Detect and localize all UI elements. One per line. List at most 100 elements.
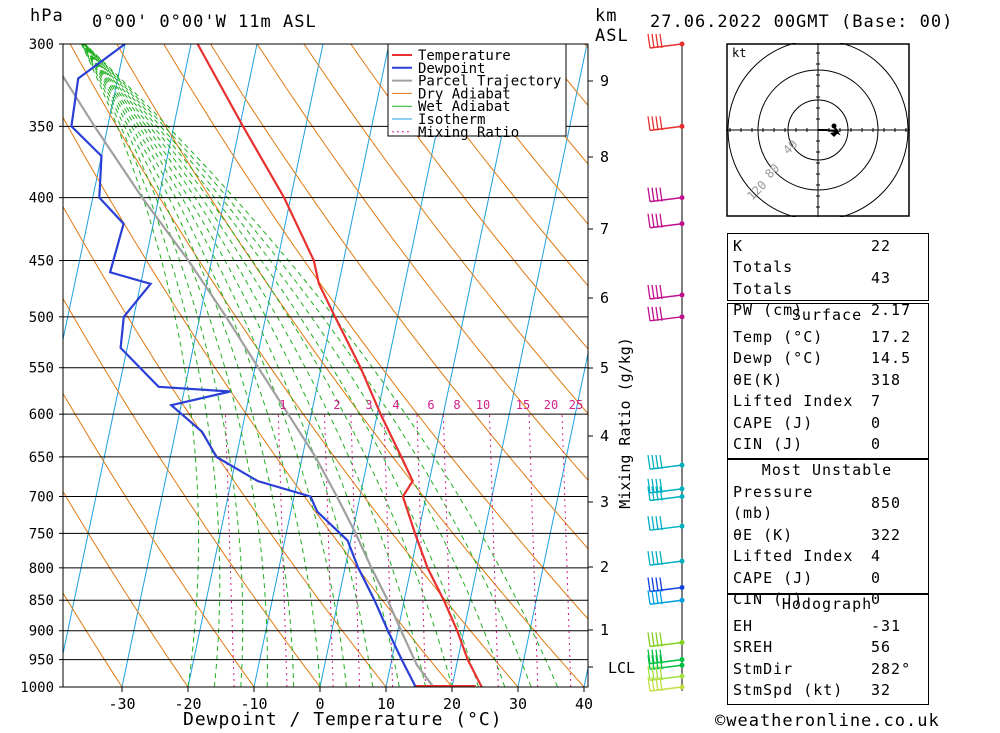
height-tick-label: 5 xyxy=(600,359,609,377)
wind-barb-staff xyxy=(649,525,683,531)
mixing-ratio-label: 20 xyxy=(544,398,558,412)
hodo-index-name: EH xyxy=(733,617,754,635)
wind-barb xyxy=(647,666,685,681)
legend-entry: Temperature xyxy=(418,48,511,64)
hodo-index-value: -31 xyxy=(871,617,902,635)
wet-adiabat xyxy=(83,44,400,687)
mixing-ratio-label: 6 xyxy=(427,398,434,412)
wind-barb-dot xyxy=(679,195,685,201)
basic-index-value: 43 xyxy=(871,269,892,288)
wind-barb-dot xyxy=(679,657,685,663)
height-tick-label: 4 xyxy=(600,427,609,445)
dry-adiabat xyxy=(631,44,720,687)
wind-barb xyxy=(647,516,685,531)
wind-barb xyxy=(647,187,685,203)
height-tick-label: 1 xyxy=(600,621,609,639)
wind-barb-flag xyxy=(651,655,655,670)
wind-barb-flag xyxy=(659,655,663,670)
hodograph-title: Hodograph xyxy=(781,595,873,613)
surface-index-name: Dewp (°C) xyxy=(733,349,824,368)
hodo-index-row: StmSpd (kt) 32 xyxy=(729,680,927,701)
wind-barb-staff xyxy=(649,294,683,300)
wind-barb-flag xyxy=(655,551,659,566)
height-tick-label: 3 xyxy=(600,493,609,511)
surface-index-value: 17.2 xyxy=(871,328,912,346)
wind-barb-flag xyxy=(651,577,655,592)
wind-barb-staff xyxy=(649,599,683,605)
surface-index-row: Temp (°C) 17.2 xyxy=(729,327,927,348)
surface-index-row: CAPE (J) 0 xyxy=(729,413,927,434)
isotherm-line xyxy=(451,44,588,687)
wind-barb-flag xyxy=(655,284,659,300)
wind-barb-flag xyxy=(659,33,663,49)
mu-index-name: CAPE (J) xyxy=(733,568,814,587)
basic-index-row: Totals Totals 43 xyxy=(729,257,927,300)
dry-adiabat xyxy=(63,490,189,687)
skewt-chart: 3003504004505005506006507007508008509009… xyxy=(20,33,720,713)
wind-barb-staff xyxy=(649,664,683,670)
wind-barb-flag xyxy=(651,306,655,321)
wind-barb-flag xyxy=(655,486,659,501)
datetime-title: 27.06.2022 00GMT (Base: 00) xyxy=(650,12,954,32)
mu-index-row: θE (K) 322 xyxy=(729,525,927,546)
wind-barb-flag xyxy=(647,116,651,131)
isotherm-line xyxy=(385,44,522,687)
isotherm-line xyxy=(121,44,258,687)
wind-barb-flag xyxy=(647,577,651,592)
basic-indices-box xyxy=(727,233,929,301)
mu-index-value: 4 xyxy=(871,547,882,566)
height-tick-label: 7 xyxy=(600,220,609,238)
wind-barb-dot xyxy=(679,462,685,468)
wind-barb-staff xyxy=(649,560,683,566)
mu-index-value: 0 xyxy=(871,590,882,609)
pressure-tick-label: 1000 xyxy=(20,680,54,696)
pressure-unit: hPa xyxy=(30,6,64,26)
most-unstable-title: Most Unstable xyxy=(761,461,893,479)
most-unstable-table: Pressure (mb) 850 θE (K) 322 Lifted Index 4 CA… xyxy=(729,482,927,610)
legend-box xyxy=(387,43,567,137)
wind-barb-flag xyxy=(655,590,659,605)
mixing-ratio-line xyxy=(224,414,235,687)
hodo-index-value: 32 xyxy=(871,681,892,700)
wind-barb-staff xyxy=(649,125,683,132)
pressure-tick-label: 550 xyxy=(29,361,54,377)
basic-index-name: PW (cm) xyxy=(733,301,804,320)
wind-barb-flag xyxy=(655,33,659,49)
wind-barb-flag xyxy=(647,306,651,321)
wind-barb-flag xyxy=(655,306,659,321)
pressure-tick-label: 450 xyxy=(29,254,54,270)
dry-adiabat xyxy=(63,592,123,687)
hodo-index-name: StmSpd (kt) xyxy=(733,681,844,700)
wind-barb-dot xyxy=(679,486,685,492)
temperature-tick-label: -20 xyxy=(174,695,201,713)
mixing-ratio-label: 8 xyxy=(453,398,460,412)
mixing-ratio-label: 15 xyxy=(516,398,530,412)
wind-barb-flag xyxy=(651,590,655,605)
wind-barb-flag xyxy=(655,676,659,692)
legend-entry: Mixing Ratio xyxy=(418,125,519,141)
wind-barb-flag xyxy=(659,187,663,202)
temperature-tick-label: 20 xyxy=(443,695,461,713)
temperature-tick-label: 30 xyxy=(509,695,527,713)
wind-barb-flag xyxy=(659,306,663,321)
wind-barb xyxy=(647,486,685,502)
hodo-index-row: SREH 56 xyxy=(729,637,927,658)
legend-entry: Parcel Trajectory xyxy=(418,74,561,90)
wet-adiabat xyxy=(84,44,532,687)
hodo-index-value: 282° xyxy=(871,659,912,678)
wind-barb-flag xyxy=(651,213,655,228)
wind-barb-flag xyxy=(647,649,651,664)
wind-barb-flag xyxy=(659,649,663,664)
isotherm-line xyxy=(253,44,390,687)
isotherm-line xyxy=(319,44,456,687)
wet-adiabat xyxy=(81,44,244,687)
wind-barb-flag xyxy=(655,187,659,202)
pressure-tick-label: 300 xyxy=(29,37,54,53)
surface-index-row: Lifted Index 7 xyxy=(729,391,927,412)
dry-adiabat xyxy=(350,44,588,350)
x-axis-label: Dewpoint / Temperature (°C) xyxy=(183,709,503,730)
parcel-trajectory-line xyxy=(63,74,435,687)
pressure-tick-label: 950 xyxy=(29,653,54,669)
wind-barb-staff xyxy=(649,495,683,502)
wind-barb xyxy=(647,590,685,605)
